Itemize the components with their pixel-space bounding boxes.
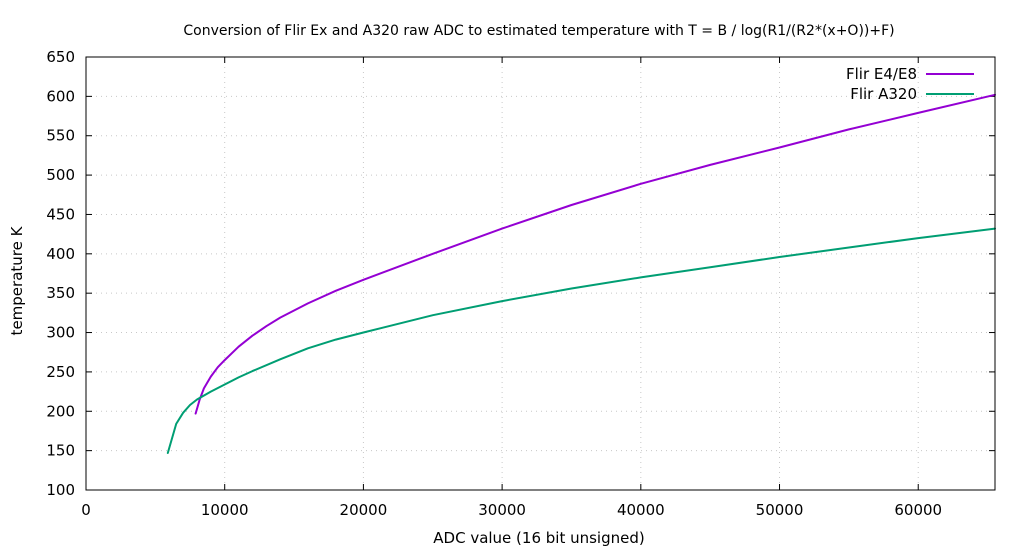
y-axis-label: temperature K <box>8 225 26 335</box>
y-tick-label: 350 <box>46 284 75 302</box>
x-tick-label: 30000 <box>478 501 526 519</box>
y-tick-label: 150 <box>46 442 75 460</box>
y-tick-label: 450 <box>46 205 75 223</box>
x-tick-label: 60000 <box>894 501 942 519</box>
x-tick-label: 0 <box>81 501 91 519</box>
x-tick-label: 50000 <box>756 501 804 519</box>
y-tick-label: 500 <box>46 166 75 184</box>
x-tick-label: 20000 <box>340 501 388 519</box>
legend-label: Flir A320 <box>850 85 917 103</box>
chart-title: Conversion of Flir Ex and A320 raw ADC t… <box>183 23 894 39</box>
grid <box>86 57 995 490</box>
series-line-flir-a320 <box>166 227 996 454</box>
legend-label: Flir E4/E8 <box>846 65 917 83</box>
x-tick-label: 40000 <box>617 501 665 519</box>
series-line-flir-e4-e8 <box>194 93 996 415</box>
legend: Flir E4/E8 Flir A320 <box>846 65 974 103</box>
y-tick-label: 400 <box>46 245 75 263</box>
y-tick-label: 300 <box>46 324 75 342</box>
plot-frame <box>85 56 996 491</box>
axis-ticks: 0 10000 20000 30000 40000 50000 60000 100 150 200… <box>46 48 995 519</box>
x-axis-label: ADC value (16 bit unsigned) <box>433 529 644 547</box>
series-lines <box>166 93 996 454</box>
y-tick-label: 650 <box>46 48 75 66</box>
y-tick-label: 550 <box>46 127 75 145</box>
y-tick-label: 600 <box>46 87 75 105</box>
x-tick-label: 10000 <box>201 501 249 519</box>
y-tick-label: 200 <box>46 402 75 420</box>
y-tick-label: 100 <box>46 481 75 499</box>
y-tick-label: 250 <box>46 363 75 381</box>
